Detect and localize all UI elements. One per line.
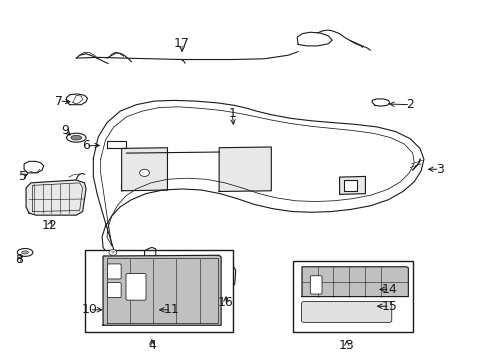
Text: 7: 7 bbox=[55, 95, 63, 108]
Polygon shape bbox=[297, 32, 331, 46]
Ellipse shape bbox=[17, 248, 33, 256]
FancyBboxPatch shape bbox=[107, 264, 121, 279]
Text: 13: 13 bbox=[338, 339, 354, 352]
Text: 8: 8 bbox=[15, 253, 23, 266]
Text: 15: 15 bbox=[381, 300, 397, 313]
Text: 1: 1 bbox=[228, 107, 236, 120]
Polygon shape bbox=[103, 255, 221, 325]
Ellipse shape bbox=[66, 133, 86, 142]
Polygon shape bbox=[339, 176, 365, 194]
Ellipse shape bbox=[71, 135, 81, 140]
Polygon shape bbox=[122, 148, 167, 191]
Polygon shape bbox=[371, 99, 389, 106]
Text: 10: 10 bbox=[81, 303, 97, 316]
Polygon shape bbox=[219, 265, 235, 289]
Text: 2: 2 bbox=[406, 98, 413, 111]
Polygon shape bbox=[93, 100, 423, 262]
Text: 14: 14 bbox=[381, 283, 397, 296]
Polygon shape bbox=[66, 94, 87, 105]
Circle shape bbox=[109, 249, 117, 255]
FancyBboxPatch shape bbox=[126, 274, 146, 300]
Text: 16: 16 bbox=[218, 296, 233, 309]
Polygon shape bbox=[302, 267, 407, 297]
FancyBboxPatch shape bbox=[293, 261, 412, 332]
Text: 17: 17 bbox=[174, 37, 190, 50]
Text: 11: 11 bbox=[163, 303, 179, 316]
Ellipse shape bbox=[21, 251, 28, 254]
Text: 3: 3 bbox=[435, 163, 443, 176]
Circle shape bbox=[140, 169, 149, 176]
Polygon shape bbox=[219, 147, 271, 192]
FancyBboxPatch shape bbox=[107, 283, 121, 298]
FancyBboxPatch shape bbox=[310, 276, 322, 294]
Text: 12: 12 bbox=[41, 219, 57, 233]
Polygon shape bbox=[24, 161, 43, 173]
Text: 4: 4 bbox=[147, 339, 156, 352]
Text: 9: 9 bbox=[61, 124, 69, 137]
Polygon shape bbox=[107, 141, 126, 148]
Polygon shape bbox=[344, 180, 356, 191]
Text: 5: 5 bbox=[19, 170, 26, 183]
Polygon shape bbox=[26, 180, 86, 215]
Text: 6: 6 bbox=[82, 139, 90, 152]
FancyBboxPatch shape bbox=[301, 302, 391, 322]
FancyBboxPatch shape bbox=[84, 250, 233, 332]
